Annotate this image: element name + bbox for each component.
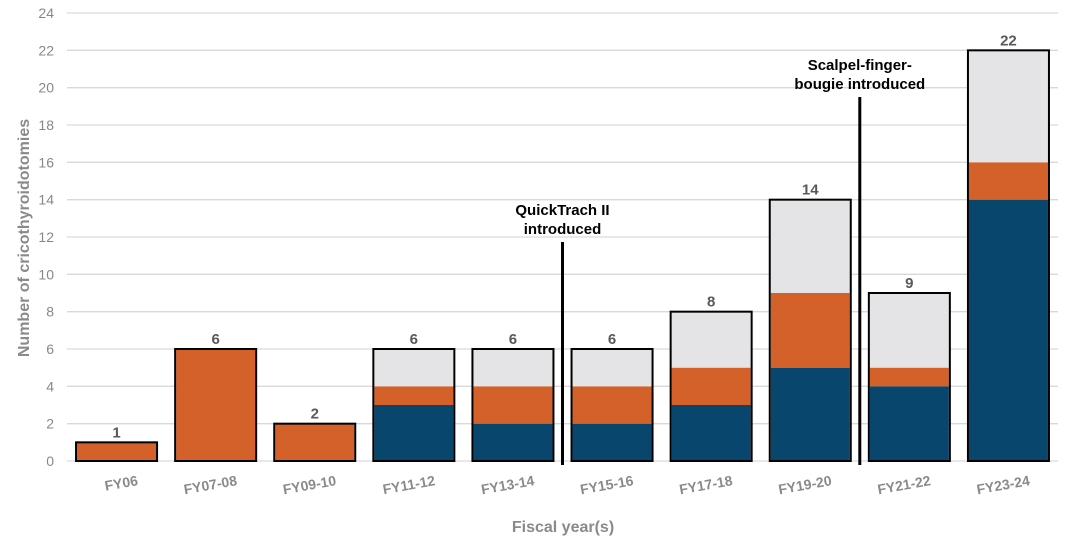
y-tick-label: 16: [38, 154, 54, 170]
bar-segment-series-2: [275, 423, 355, 461]
bar-segment-series-2: [671, 367, 751, 405]
bar-segment-series-3: [572, 349, 652, 387]
bar-outline: [75, 441, 159, 463]
bar-segment-series-2: [869, 367, 949, 387]
bar-segment-series-3: [671, 311, 751, 368]
annotation-text: QuickTrach II: [515, 202, 609, 219]
annotations: QuickTrach II introduced Scalpel-finger-bo…: [515, 57, 925, 465]
y-tick-label: 6: [46, 341, 54, 357]
bar-segment-series-2: [374, 386, 454, 405]
x-tick-label: FY06: [103, 472, 139, 494]
y-tick-label: 14: [38, 192, 54, 208]
bar-segment-series-3: [473, 349, 553, 387]
bar-segment-series-3: [968, 50, 1048, 163]
total-data-label: 6: [211, 331, 219, 348]
total-data-label: 14: [802, 182, 819, 199]
total-labels: 1 6 2 6 6 6 8 14 9 22: [112, 32, 1016, 441]
x-tick-label: FY09-10: [282, 472, 338, 497]
bar-segment-series-3: [770, 199, 850, 293]
total-data-label: 8: [707, 294, 715, 311]
bar-segment-series-2: [176, 349, 256, 461]
y-tick-label: 12: [38, 229, 54, 245]
x-tick-label: FY21-22: [876, 472, 932, 497]
annotation-text: Scalpel-finger-: [808, 57, 912, 74]
bar-outline: [867, 292, 951, 462]
bar-segment-series-1: [968, 199, 1048, 461]
total-data-label: 22: [1000, 32, 1017, 49]
x-tick-label: FY11-12: [381, 472, 436, 497]
bar-segment-series-2: [77, 442, 157, 461]
y-tick-label: 2: [46, 416, 54, 432]
y-tick-label: 18: [38, 117, 54, 133]
total-data-label: 6: [410, 331, 418, 348]
bar-segment-series-2: [770, 293, 850, 368]
x-tick-label: FY13-14: [480, 472, 536, 497]
x-axis-ticks: FY06 FY07-08 FY09-10 FY11-12 FY13-14 FY15-16 F…: [103, 472, 1031, 497]
bar-segment-series-1: [374, 405, 454, 461]
bar-segment-series-1: [671, 405, 751, 461]
x-tick-label: FY15-16: [579, 472, 635, 497]
annotation-text: introduced: [524, 221, 602, 238]
bar-segment-series-3: [869, 293, 949, 368]
y-axis-title: Number of cricothyroidotomies: [16, 119, 33, 357]
bar-outline: [174, 348, 258, 462]
bar-outline: [372, 348, 456, 462]
y-tick-label: 22: [38, 42, 54, 58]
y-tick-label: 10: [38, 266, 54, 282]
total-data-label: 6: [608, 331, 616, 348]
bar-outline: [669, 310, 753, 462]
bar-segment-series-1: [572, 423, 652, 461]
bar-outline: [570, 348, 654, 462]
y-tick-label: 8: [46, 304, 54, 320]
bar-segment-series-2: [968, 162, 1048, 200]
y-tick-label: 0: [46, 453, 54, 469]
total-data-label: 1: [112, 424, 120, 441]
x-axis-title: Fiscal year(s): [512, 519, 614, 536]
y-tick-label: 20: [38, 80, 54, 96]
bar-segment-series-1: [473, 423, 553, 461]
x-tick-label: FY17-18: [678, 472, 734, 497]
bar-segment-series-1: [770, 367, 850, 461]
bar-outline: [966, 49, 1050, 462]
bar-outline: [471, 348, 555, 462]
y-tick-label: 24: [38, 5, 54, 21]
bar-outline: [273, 422, 357, 462]
bar-segment-series-2: [473, 386, 553, 424]
annotation-text: bougie introduced: [794, 76, 925, 93]
bar-outline: [768, 198, 852, 463]
bar-segment-series-2: [572, 386, 652, 424]
bar-segment-series-3: [374, 349, 454, 387]
total-data-label: 6: [509, 331, 517, 348]
bars: [75, 49, 1050, 463]
total-data-label: 2: [311, 406, 319, 423]
y-tick-label: 4: [46, 378, 54, 394]
x-tick-label: FY19-20: [777, 472, 833, 497]
bar-segment-series-1: [869, 386, 949, 461]
total-data-label: 9: [905, 275, 913, 292]
x-tick-label: FY23-24: [975, 472, 1031, 497]
x-tick-label: FY07-08: [183, 472, 239, 497]
